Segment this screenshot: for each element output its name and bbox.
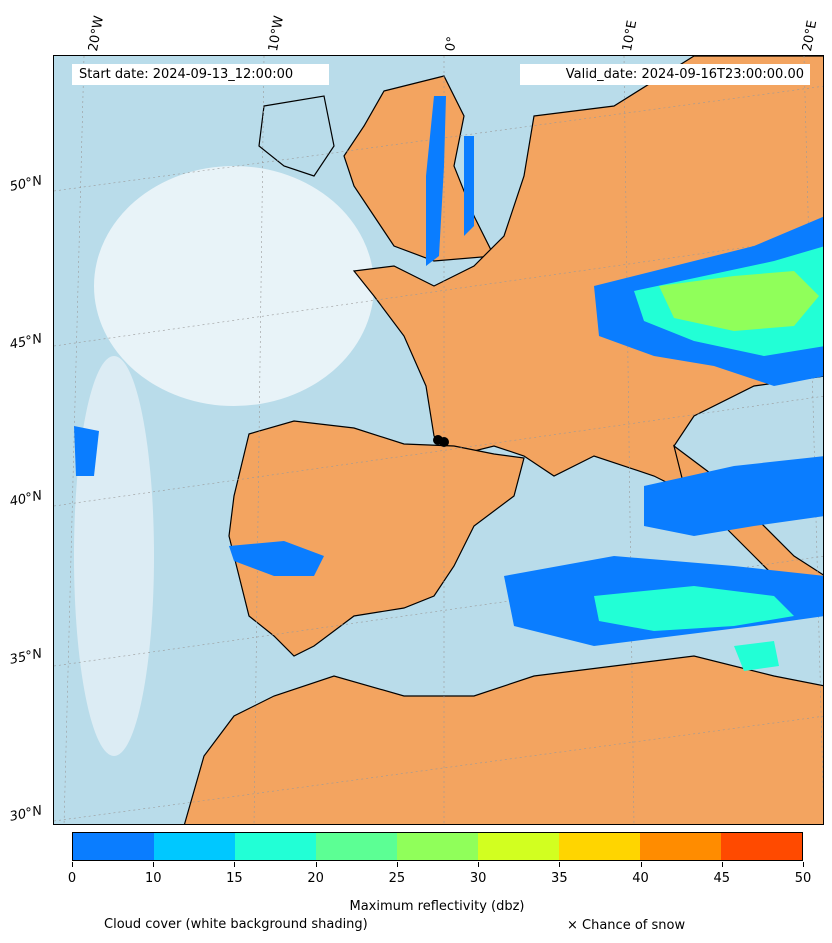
land-ireland — [258, 95, 335, 177]
colorbar-tick — [315, 862, 317, 867]
colorbar-segment — [721, 833, 802, 860]
colorbar-tick-label: 30 — [469, 871, 487, 886]
reflectivity-colorbar — [72, 832, 803, 861]
land-britain — [343, 75, 495, 262]
colorbar-segment — [73, 833, 154, 860]
longitude-label: 20°E — [800, 19, 821, 53]
colorbar-tick-label: 45 — [713, 871, 731, 886]
weather-map — [54, 56, 823, 824]
longitude-label: 20°W — [86, 14, 108, 53]
land-africa — [183, 655, 823, 824]
start-date-label: Start date: 2024-09-13_12:00:00 — [72, 64, 329, 85]
cloud-cover-note: Cloud cover (white background shading) — [104, 917, 368, 932]
colorbar-tick — [396, 862, 398, 867]
colorbar-tick — [72, 862, 73, 867]
latitude-label: 35°N — [8, 646, 44, 668]
colorbar-tick — [721, 862, 723, 867]
colorbar-tick — [803, 862, 804, 867]
land-europe — [352, 56, 823, 557]
colorbar-segment — [640, 833, 721, 860]
longitude-label: 0° — [443, 35, 461, 53]
colorbar-tick — [559, 862, 561, 867]
colorbar-tick — [234, 862, 236, 867]
colorbar-segment — [559, 833, 640, 860]
longitude-label: 10°W — [266, 14, 288, 53]
latitude-label: 30°N — [8, 803, 44, 825]
colorbar-tick-label: 50 — [794, 871, 812, 886]
snow-chance-note: × Chance of snow — [567, 918, 686, 933]
colorbar-tick-label: 40 — [632, 871, 649, 886]
map-panel — [53, 55, 824, 825]
colorbar-segment — [478, 833, 559, 860]
colorbar-tick — [153, 862, 155, 867]
colorbar-segment — [235, 833, 316, 860]
latitude-label: 45°N — [8, 331, 44, 353]
cloud-gap — [74, 356, 154, 756]
land-iberia — [228, 420, 525, 657]
colorbar-tick-label: 20 — [307, 871, 324, 886]
colorbar-tick-label: 25 — [388, 871, 406, 886]
colorbar-tick-label: 0 — [67, 871, 77, 886]
longitude-label: 10°E — [620, 19, 641, 53]
colorbar-segment — [397, 833, 478, 860]
colorbar-tick — [478, 862, 480, 867]
cloud-gap — [94, 166, 374, 406]
colorbar-segment — [154, 833, 235, 860]
colorbar-segment — [316, 833, 397, 860]
storm-marker — [433, 435, 449, 447]
colorbar-tick-label: 10 — [144, 871, 162, 886]
colorbar-tick-label: 15 — [226, 871, 243, 886]
colorbar-tick-label: 35 — [551, 871, 568, 886]
reflectivity-field — [74, 96, 823, 671]
colorbar-title: Maximum reflectivity (dbz) — [349, 899, 525, 914]
colorbar-tick — [640, 862, 642, 867]
latitude-label: 40°N — [8, 488, 44, 510]
latitude-label: 50°N — [8, 173, 44, 195]
valid-date-label: Valid_date: 2024-09-16T23:00:00.00 — [520, 64, 810, 85]
